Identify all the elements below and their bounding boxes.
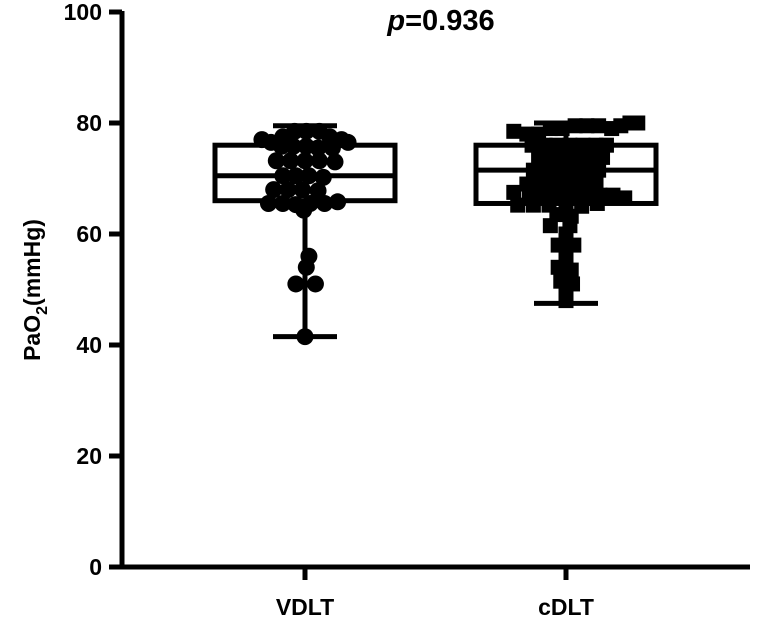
cdlt-point <box>551 162 567 178</box>
y-tick-label-0: 0 <box>89 554 102 580</box>
cdlt-point <box>542 121 558 137</box>
cdlt-point <box>525 197 541 213</box>
x-category-label-vdlt: VDLT <box>276 594 334 619</box>
vdlt-point <box>316 194 334 212</box>
cdlt-point <box>506 123 522 139</box>
cdlt-point <box>554 121 570 137</box>
vdlt-point <box>274 167 292 185</box>
vdlt-point <box>259 194 277 212</box>
cdlt-point <box>506 184 522 200</box>
vdlt-point <box>306 275 324 293</box>
cdlt-point <box>558 149 574 165</box>
y-axis-title: PaO2(mmHg) <box>19 219 51 361</box>
cdlt-point <box>589 195 605 211</box>
y-axis-title-sub: 2 <box>34 306 51 315</box>
y-tick-label-100: 100 <box>64 0 102 25</box>
cdlt-point <box>553 273 569 289</box>
vdlt-point <box>267 152 285 170</box>
cdlt-point <box>558 293 574 309</box>
vdlt-point <box>309 139 327 157</box>
y-axis-title-main: PaO <box>19 315 45 361</box>
cdlt-point <box>544 149 560 165</box>
y-tick-label-40: 40 <box>76 332 102 358</box>
cdlt-point <box>537 137 553 153</box>
vdlt-point <box>326 153 344 171</box>
cdlt-point <box>579 118 595 134</box>
x-category-label-cdlt: cDLT <box>538 594 594 619</box>
y-axis: 0 20 40 60 80 100 <box>64 0 125 580</box>
p-value-prefix: p <box>386 5 405 37</box>
vdlt-point <box>323 139 341 157</box>
points-layer <box>253 115 646 346</box>
vdlt-point <box>297 122 315 140</box>
vdlt-point <box>295 201 313 219</box>
cdlt-point <box>567 118 583 134</box>
cdlt-point <box>531 149 547 165</box>
x-axis: VDLT cDLT <box>120 564 750 619</box>
vdlt-point <box>274 194 292 212</box>
vdlt-point <box>310 152 328 170</box>
vdlt-point <box>309 182 327 200</box>
y-tick-label-80: 80 <box>76 110 102 136</box>
p-value: =0.936 <box>405 5 495 37</box>
vdlt-point <box>300 167 318 185</box>
cdlt-point <box>538 162 554 178</box>
vdlt-point <box>287 167 305 185</box>
cdlt-point <box>524 137 540 153</box>
cdlt-point <box>630 115 646 131</box>
vdlt-point <box>287 275 305 293</box>
cdlt-point <box>549 137 565 153</box>
cdlt-point <box>542 218 558 234</box>
cdlt-point <box>510 197 526 213</box>
cdlt-point <box>598 137 614 153</box>
cdlt-point <box>591 118 607 134</box>
cdlt-point <box>575 137 591 153</box>
vdlt-point <box>339 133 357 151</box>
cdlt-point <box>595 149 611 165</box>
vdlt-point <box>297 258 315 276</box>
cdlt-point <box>591 162 607 178</box>
y-tick-label-60: 60 <box>76 221 102 247</box>
y-tick-label-20: 20 <box>76 443 102 469</box>
vdlt-point <box>279 181 297 199</box>
vdlt-point <box>273 137 291 155</box>
p-value-annotation: p=0.936 <box>386 5 494 37</box>
vdlt-point <box>314 168 332 186</box>
vdlt-point <box>284 137 302 155</box>
vdlt-point <box>296 152 314 170</box>
cdlt-point <box>605 187 621 203</box>
cdlt-point <box>550 259 566 275</box>
vdlt-point <box>329 193 347 211</box>
cdlt-point <box>565 162 581 178</box>
cdlt-point <box>617 190 633 206</box>
vdlt-point <box>293 181 311 199</box>
cdlt-point <box>525 162 541 178</box>
y-axis-title-unit: (mmHg) <box>19 219 45 306</box>
vdlt-point <box>296 328 314 346</box>
vdlt-point <box>265 181 283 199</box>
vdlt-point <box>282 152 300 170</box>
vdlt-point <box>286 122 304 140</box>
cdlt-point <box>578 163 594 179</box>
cdlt-point <box>562 137 578 153</box>
